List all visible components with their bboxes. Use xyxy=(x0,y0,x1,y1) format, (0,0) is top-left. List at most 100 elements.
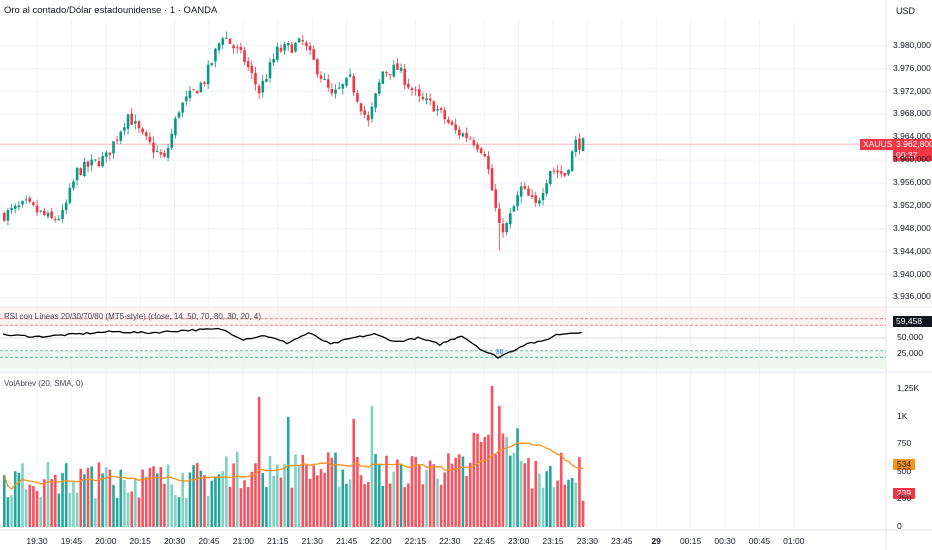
volume-bar xyxy=(341,469,345,527)
candle-body xyxy=(108,152,112,155)
volume-bar xyxy=(192,465,195,527)
symbol-price-tag: XAUUSD xyxy=(860,139,898,150)
candle-body xyxy=(148,136,152,142)
candle-body xyxy=(454,124,457,131)
candle-body xyxy=(341,84,345,89)
candle-body xyxy=(545,183,548,194)
candle-body xyxy=(159,152,163,155)
volume-bar xyxy=(159,467,163,527)
candle-body xyxy=(490,168,494,191)
candle-body xyxy=(68,187,72,203)
volume-bar xyxy=(43,479,46,527)
volume-bar xyxy=(538,473,541,527)
candle-body xyxy=(35,205,39,213)
volume-bar xyxy=(530,488,534,527)
time-tick-label: 29 xyxy=(651,536,661,546)
volume-bar xyxy=(199,470,203,527)
volume-bar xyxy=(508,455,512,527)
candle-body xyxy=(239,46,243,50)
volume-bar xyxy=(432,464,436,527)
time-tick-label: 20:30 xyxy=(163,536,186,546)
volume-bar xyxy=(414,456,417,527)
volume-bar xyxy=(549,466,552,527)
candle-body xyxy=(57,218,61,220)
volume-bar xyxy=(206,495,210,527)
symbol-title[interactable]: Oro al contado/Dólar estadounidense · 1 … xyxy=(4,5,218,16)
currency-label[interactable]: USD xyxy=(896,6,916,16)
volume-bar xyxy=(476,433,479,527)
volume-bar xyxy=(10,495,13,527)
time-tick-label: 21:45 xyxy=(335,536,358,546)
time-tick-label: 20:15 xyxy=(129,536,151,546)
volume-bar xyxy=(279,477,283,527)
volume-bar xyxy=(567,479,570,527)
volume-bar xyxy=(141,469,144,527)
volume-bar xyxy=(130,491,133,527)
volume-bar xyxy=(367,482,370,527)
volume-bar xyxy=(498,405,501,527)
rsi-line xyxy=(2,327,582,359)
volume-bar xyxy=(254,463,257,527)
candle-body xyxy=(297,38,301,43)
volume-bar xyxy=(75,492,79,527)
candle-body xyxy=(115,139,119,141)
time-tick-label: 19:45 xyxy=(60,536,83,546)
time-tick-label: 23:30 xyxy=(576,536,599,546)
candle-body xyxy=(301,40,305,42)
volume-bar xyxy=(155,473,159,527)
candle-body xyxy=(279,47,283,52)
rsi-indicator-title[interactable]: RSI con Líneas 20/30/70/80 (MT5-style) (… xyxy=(4,312,262,321)
volume-bar xyxy=(68,492,72,527)
candle-body xyxy=(476,144,479,150)
candle-body xyxy=(206,64,210,85)
volume-bar xyxy=(50,479,53,527)
volume-bar xyxy=(86,467,90,527)
candle-body xyxy=(185,96,188,102)
rsi-value-badge: 59,458 xyxy=(893,316,932,327)
volume-bar xyxy=(323,472,326,527)
volume-bar xyxy=(152,466,155,527)
candle-body xyxy=(188,90,192,99)
volume-bar xyxy=(487,434,490,527)
volume-bar xyxy=(148,468,152,527)
price-tick-label: 3.972,000 xyxy=(893,85,931,96)
candle-body xyxy=(210,63,214,65)
volume-bar xyxy=(185,498,188,527)
price-tick-label: 3.948,000 xyxy=(893,222,931,233)
volume-bar xyxy=(214,476,217,527)
candle-body xyxy=(410,88,414,91)
volume-bar xyxy=(501,433,505,527)
volume-bar xyxy=(425,469,428,527)
volume-bar xyxy=(381,485,385,527)
volume-bar xyxy=(316,475,319,527)
volume-bar xyxy=(294,454,297,527)
candlestick-series xyxy=(0,31,886,251)
candle-body xyxy=(312,49,315,60)
candle-body xyxy=(519,186,523,197)
volume-bar xyxy=(101,473,104,527)
candle-body xyxy=(3,213,6,221)
candle-body xyxy=(505,223,508,233)
time-tick-label: 23:15 xyxy=(542,536,564,546)
time-tick-label: 23:00 xyxy=(507,536,530,546)
candle-body xyxy=(170,133,174,148)
candle-body xyxy=(512,206,516,212)
volume-bar xyxy=(57,493,61,527)
volume-bar xyxy=(13,471,17,527)
candle-body xyxy=(246,61,250,68)
candle-body xyxy=(10,208,13,210)
candle-body xyxy=(483,154,487,157)
candle-body xyxy=(46,212,50,217)
volume-bar xyxy=(388,483,392,527)
candle-body xyxy=(377,82,381,94)
volume-bar xyxy=(454,457,457,527)
candle-body xyxy=(498,208,501,223)
candle-body xyxy=(479,148,483,154)
candle-body xyxy=(137,121,141,129)
price-tick-label: 3.940,000 xyxy=(893,268,931,279)
volume-indicator-title[interactable]: VolAbrev (20, SMA, 0) xyxy=(4,379,84,388)
candle-body xyxy=(421,96,425,100)
volume-bar xyxy=(556,480,559,527)
time-tick-label: 22:30 xyxy=(439,536,461,546)
